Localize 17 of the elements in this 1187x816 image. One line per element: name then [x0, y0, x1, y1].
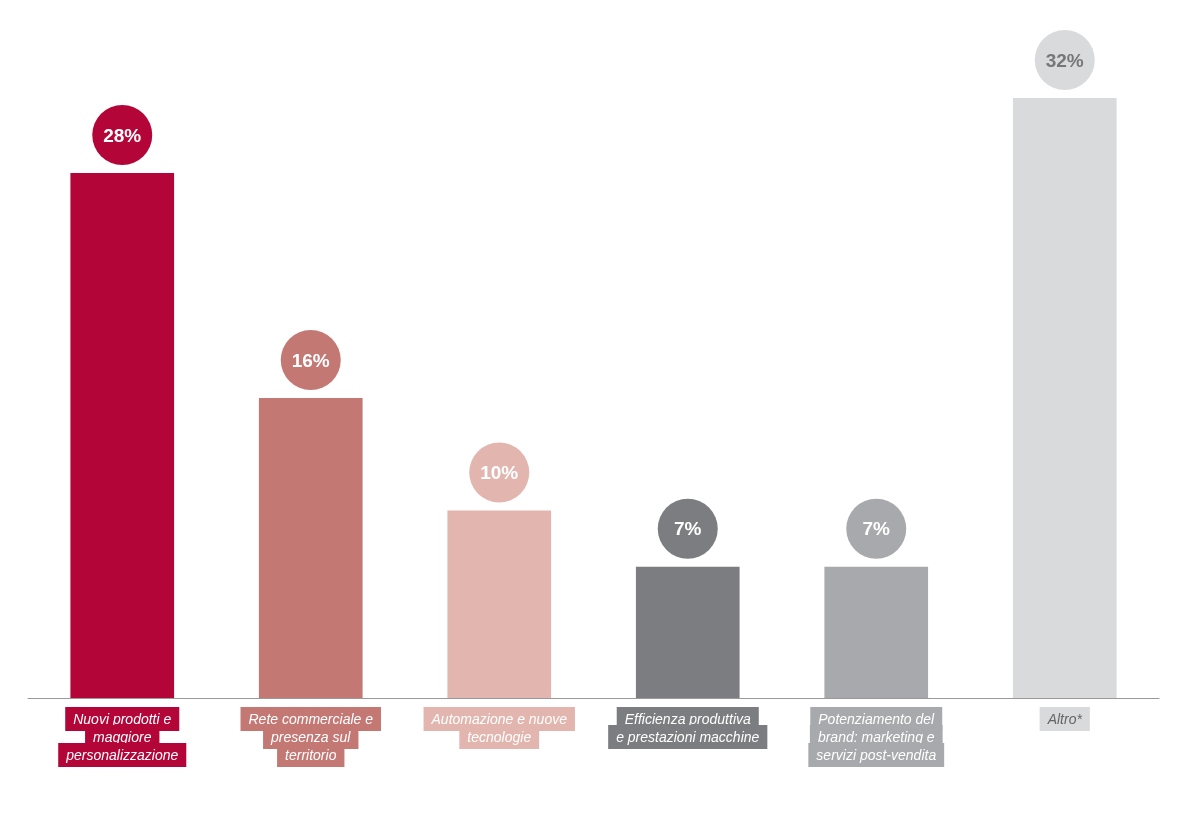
data-label: 7%	[862, 518, 891, 540]
bar	[447, 510, 552, 698]
data-label: 7%	[674, 518, 702, 540]
bar	[70, 173, 175, 698]
data-label: 10%	[480, 462, 519, 483]
bar	[824, 566, 929, 698]
bar	[1012, 98, 1117, 698]
x-tick-label: Automazione e nuove tecnologie	[430, 711, 568, 745]
x-tick-label: Potenziamento del brand: marketing e servizi post-vendita	[816, 711, 937, 763]
data-label: 16%	[291, 349, 330, 371]
x-tick-label: Rete commerciale e presenza sul territorio	[248, 711, 374, 763]
bar	[258, 398, 363, 698]
data-label: 28%	[103, 124, 142, 146]
data-label: 32%	[1045, 49, 1084, 71]
x-tick-label: Efficienza produttiva e prestazioni macchine	[616, 711, 760, 745]
x-tick-label: Altro*	[1046, 711, 1083, 727]
bar	[635, 566, 740, 698]
